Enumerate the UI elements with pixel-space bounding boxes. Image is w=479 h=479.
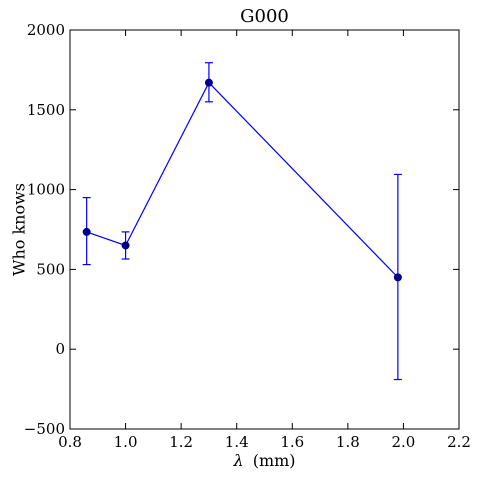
x-tick-label: 1.2	[169, 433, 193, 451]
y-tick-label: 2000	[27, 21, 65, 39]
data-point	[121, 241, 130, 250]
chart-title: G000	[240, 6, 289, 27]
series-layer	[82, 62, 402, 381]
x-tick-label: 1.4	[225, 433, 249, 451]
y-tick-label: 1000	[27, 181, 65, 199]
data-point	[82, 227, 91, 236]
x-axis-label: λ (mm)	[232, 451, 295, 470]
x-tick-label: 1.0	[114, 433, 138, 451]
x-tick-label: 0.8	[58, 433, 82, 451]
data-point	[204, 78, 213, 87]
x-axis-label-symbol: λ	[232, 451, 243, 470]
data-point	[393, 273, 402, 282]
x-tick-label: 1.6	[280, 433, 304, 451]
ticks-layer: 0.8 1.0 1.2 1.4 1.6 1.8 2.0 2.2 −500 0 500 1000 1500…	[24, 21, 471, 451]
y-axis-label: Who knows	[10, 183, 29, 276]
plot-frame	[69, 29, 460, 430]
y-tick-label: 0	[55, 340, 65, 358]
series-line	[86, 81, 399, 278]
y-tick-label: −500	[24, 420, 65, 438]
x-tick-label: 1.8	[336, 433, 360, 451]
x-tick-label: 2.0	[391, 433, 415, 451]
x-axis-label-unit: (mm)	[253, 451, 296, 470]
y-tick-label: 1500	[27, 101, 65, 119]
y-tick-label: 500	[36, 260, 65, 278]
x-tick-label: 2.2	[447, 433, 471, 451]
